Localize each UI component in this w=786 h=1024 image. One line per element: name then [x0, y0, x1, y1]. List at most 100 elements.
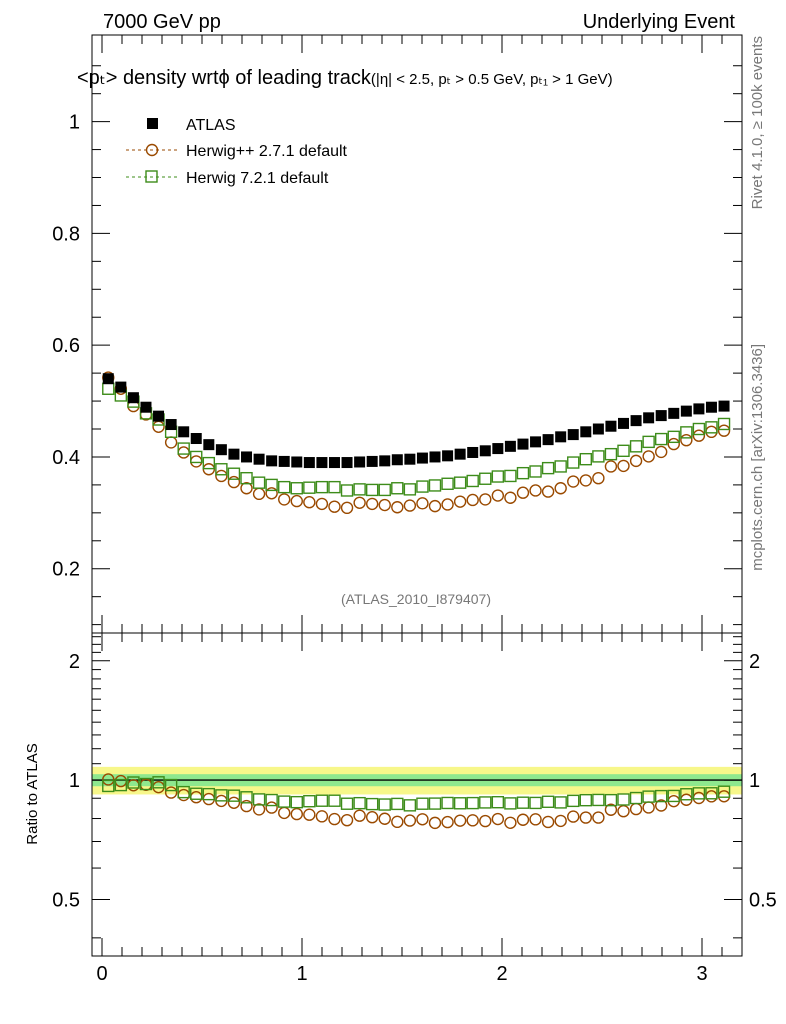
data-point-atlas — [178, 426, 190, 438]
legend-marker-herwig7 — [145, 170, 158, 183]
data-point-atlas — [643, 412, 655, 424]
header-left-label: 7000 GeV pp — [103, 11, 221, 33]
ratio-point-herwigpp — [617, 804, 630, 818]
data-point-herwigpp — [303, 496, 316, 509]
data-point-herwig7 — [680, 426, 693, 439]
data-point-herwigpp — [705, 425, 718, 439]
ratio-point-herwig7 — [516, 796, 530, 809]
ratio-point-herwigpp — [655, 799, 668, 812]
data-point-atlas — [241, 451, 253, 463]
ratio-point-herwig7 — [579, 793, 592, 807]
ratio-point-herwig7 — [416, 797, 429, 810]
ratio-point-herwigpp — [353, 809, 366, 822]
data-point-atlas — [630, 415, 642, 427]
ratio-point-herwig7 — [265, 793, 278, 807]
ratio-point-herwig7 — [127, 776, 140, 789]
ratio-point-herwig7 — [202, 787, 216, 801]
data-point-herwigpp — [554, 482, 567, 495]
ratio-point-herwig7 — [328, 794, 341, 807]
data-point-herwig7 — [315, 480, 329, 494]
data-point-herwig7 — [692, 422, 706, 436]
data-point-herwigpp — [177, 446, 190, 459]
data-point-herwigpp — [278, 493, 291, 506]
data-point-herwig7 — [240, 471, 253, 485]
data-point-herwigpp — [265, 487, 278, 500]
ratio-point-herwig7 — [592, 793, 605, 807]
data-point-herwigpp — [516, 486, 530, 499]
data-point-herwigpp — [717, 424, 731, 437]
data-point-atlas — [504, 440, 516, 452]
data-point-atlas — [618, 417, 629, 429]
x-tick-label: 2 — [496, 963, 507, 985]
data-point-herwig7 — [453, 476, 467, 489]
data-point-atlas — [479, 445, 491, 457]
ratio-point-herwigpp — [315, 810, 329, 823]
data-point-atlas — [102, 373, 114, 385]
ratio-point-herwig7 — [453, 797, 467, 810]
data-point-atlas — [140, 401, 152, 413]
data-point-atlas — [115, 381, 127, 393]
ratio-point-herwigpp — [403, 814, 417, 827]
data-point-herwig7 — [717, 417, 731, 431]
data-point-herwigpp — [441, 498, 454, 511]
ratio-point-herwigpp — [227, 796, 241, 809]
ratio-point-herwigpp — [416, 813, 429, 826]
data-point-herwig7 — [705, 421, 718, 434]
ratio-point-herwig7 — [290, 795, 303, 809]
ratio-point-herwig7 — [491, 796, 505, 809]
data-point-herwig7 — [567, 456, 580, 469]
data-point-atlas — [467, 446, 479, 458]
data-point-herwig7 — [353, 483, 366, 496]
data-point-atlas — [718, 400, 730, 412]
data-point-herwig7 — [579, 452, 592, 466]
ratio-point-herwigpp — [164, 786, 178, 799]
data-point-atlas — [580, 426, 592, 438]
ratio-point-herwigpp — [466, 814, 479, 827]
ratio-point-herwig7 — [667, 789, 680, 803]
data-point-herwigpp — [391, 501, 404, 514]
data-point-herwig7 — [190, 450, 203, 464]
data-point-herwig7 — [428, 479, 442, 492]
data-point-atlas — [567, 429, 579, 441]
data-point-herwig7 — [466, 474, 479, 488]
data-point-atlas — [379, 455, 391, 467]
ratio-point-herwig7 — [441, 796, 454, 810]
data-point-herwig7 — [642, 435, 655, 449]
legend-label-atlas: ATLAS — [186, 117, 236, 134]
data-point-herwigpp — [479, 493, 492, 506]
data-point-herwig7 — [529, 465, 542, 478]
ratio-y-tick-label-left: 0.5 — [52, 889, 80, 911]
ratio-point-herwigpp — [391, 815, 404, 829]
x-tick-label: 3 — [696, 963, 707, 985]
ratio-point-herwig7 — [479, 796, 492, 809]
data-point-atlas — [127, 392, 139, 404]
data-point-atlas — [253, 453, 265, 465]
data-point-atlas — [693, 403, 705, 415]
data-point-herwig7 — [629, 440, 643, 453]
data-point-atlas — [668, 407, 680, 419]
data-point-herwigpp — [466, 493, 479, 507]
ratio-point-herwigpp — [541, 815, 555, 829]
ratio-y-axis-label: Ratio to ATLAS — [24, 743, 41, 844]
ratio-point-herwigpp — [102, 773, 115, 786]
ratio-point-herwigpp — [278, 806, 291, 820]
data-point-atlas — [680, 405, 692, 417]
ratio-point-herwig7 — [227, 789, 241, 802]
data-point-atlas — [215, 444, 227, 456]
ratio-point-herwig7 — [567, 794, 580, 808]
data-point-herwigpp — [227, 475, 241, 489]
ratio-point-herwigpp — [252, 803, 266, 816]
ratio-point-herwig7 — [541, 795, 555, 808]
ratio-point-herwig7 — [252, 793, 266, 806]
ratio-point-herwigpp — [265, 801, 278, 814]
data-point-atlas — [303, 457, 315, 469]
data-point-herwigpp — [579, 474, 592, 487]
ratio-point-herwigpp — [365, 811, 379, 824]
data-point-herwigpp — [692, 429, 706, 442]
data-point-atlas — [705, 401, 717, 413]
data-point-herwig7 — [252, 476, 266, 489]
data-point-herwig7 — [441, 477, 454, 490]
ratio-point-herwigpp — [567, 810, 580, 823]
ratio-point-herwigpp — [516, 813, 530, 826]
ratio-point-herwigpp — [479, 814, 492, 828]
